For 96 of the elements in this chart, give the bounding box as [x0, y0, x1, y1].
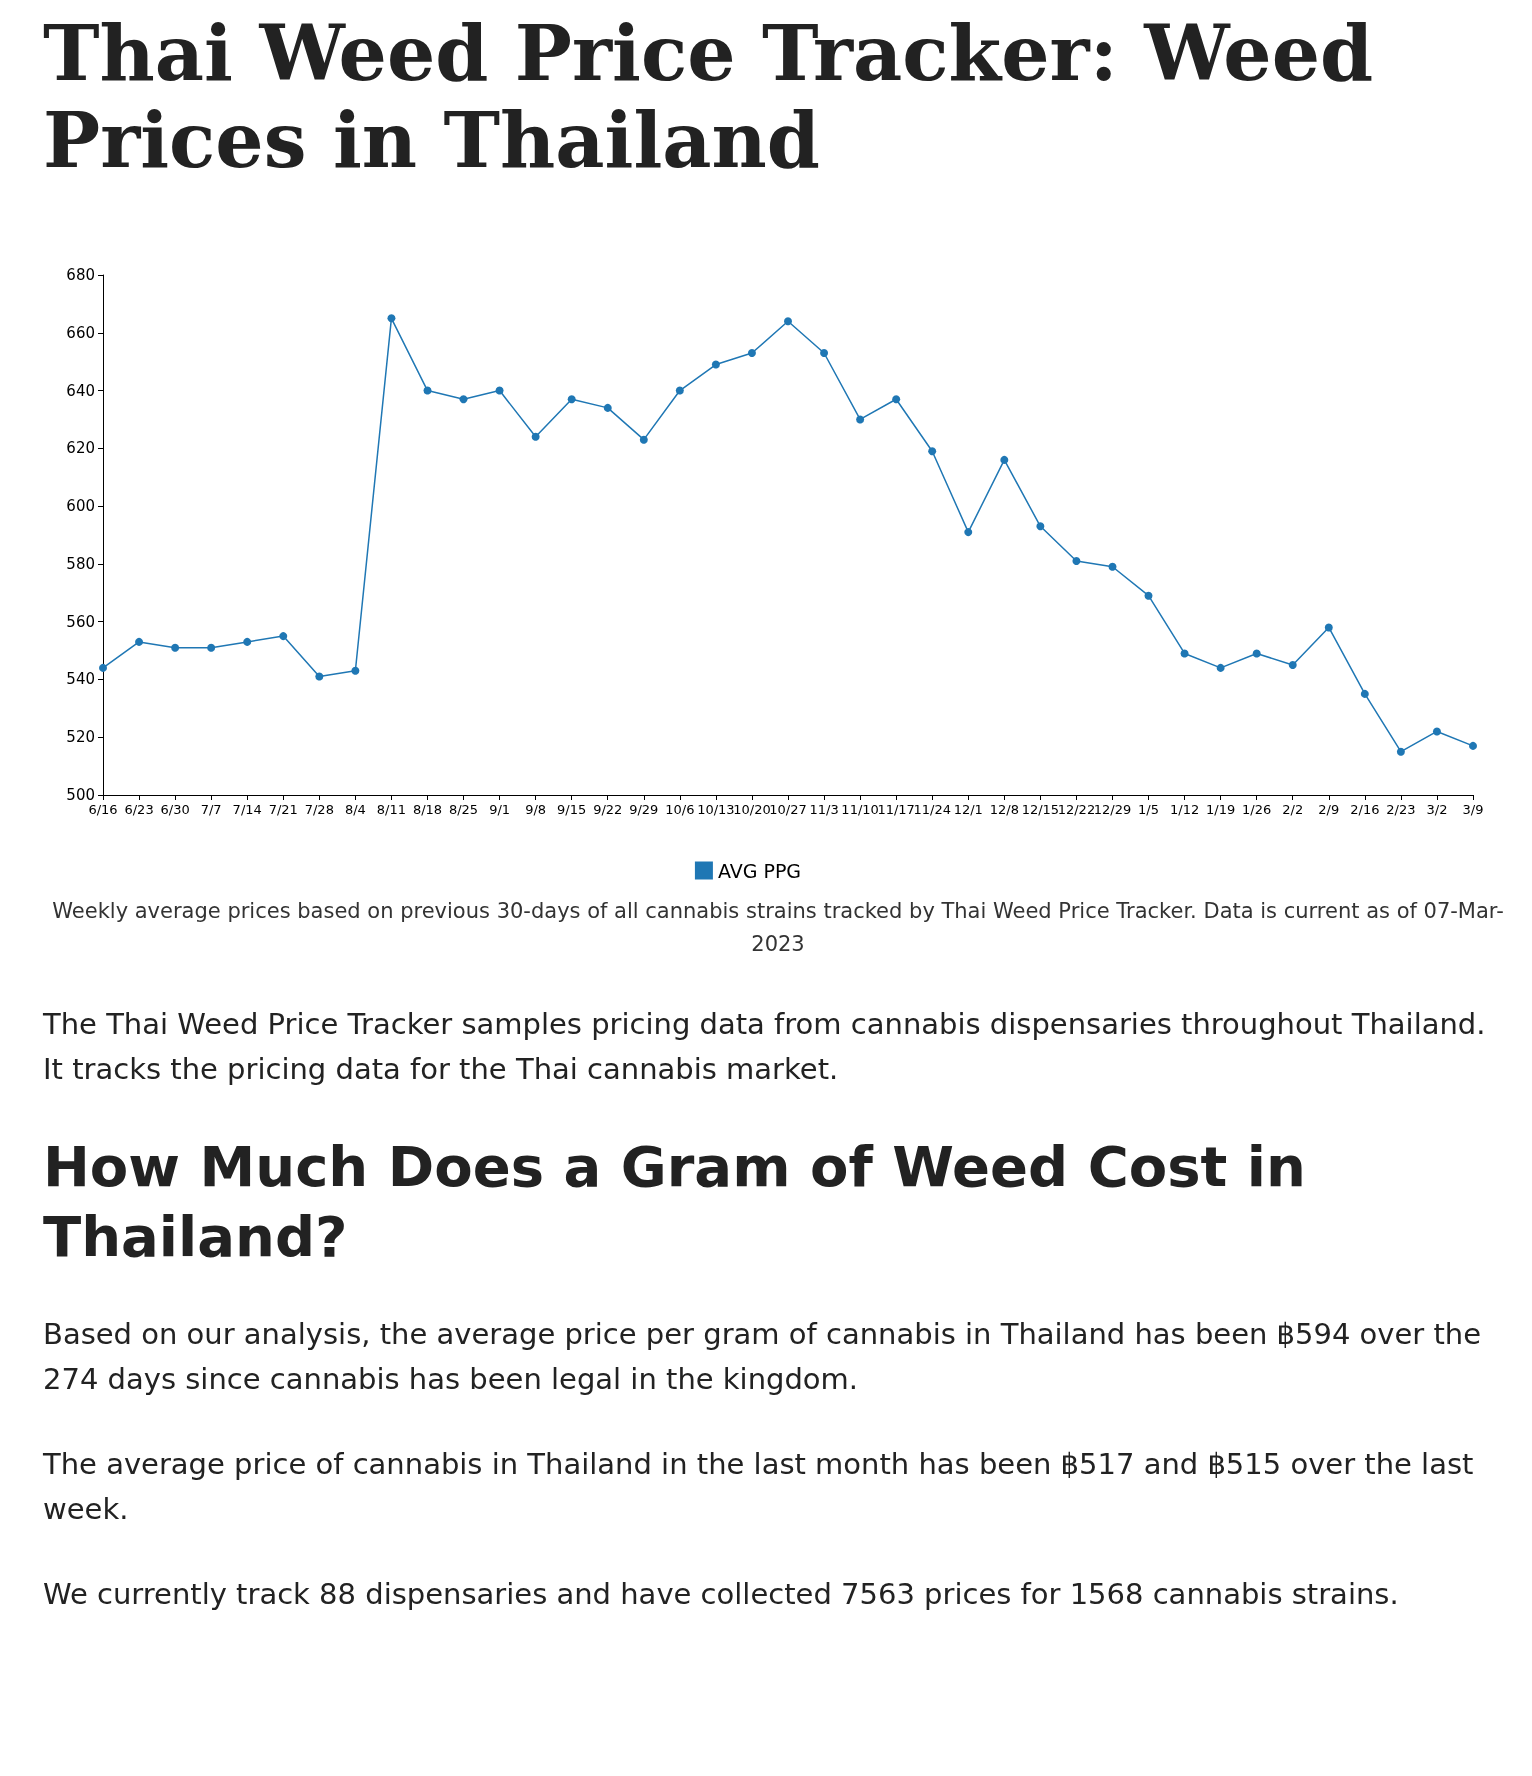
- point: [711, 360, 720, 369]
- point: [784, 317, 792, 325]
- x-tick-label: 8/18: [412, 801, 443, 817]
- x-tick-label: 6/30: [160, 801, 190, 817]
- x-tick-label: 1/5: [1138, 801, 1159, 817]
- y-tick-label: 640: [66, 381, 95, 400]
- point: [99, 663, 107, 672]
- y-tick-label: 680: [66, 265, 95, 284]
- chart-title: Thai Weed Price Tracker: Weed Prices in Thailand: [43, 9, 1375, 186]
- point: [531, 432, 540, 441]
- text: The average price of cannabis in Thailand in the last month has been ฿517 and ฿515 over the last week.: [43, 1445, 1475, 1528]
- point: [603, 403, 612, 412]
- y-tick-label: 500: [66, 785, 95, 804]
- legend-label: AVG PPG: [717, 859, 802, 882]
- x-tick-label: 9/8: [525, 801, 547, 817]
- x-tick-label: 7/21: [268, 801, 298, 817]
- x-tick-label: 3/9: [1462, 801, 1484, 817]
- x-tick-label: 9/22: [593, 801, 623, 817]
- x-tick-label: 7/14: [232, 801, 262, 817]
- point: [747, 348, 756, 357]
- point: [1036, 522, 1045, 531]
- text: Based on our analysis, the average price per gram of cannabis in Thailand has been ฿594 over the 274 days since cannabis has been legal in the kingdom.: [43, 1315, 1483, 1398]
- point: [243, 637, 252, 646]
- y-tick-label: 600: [66, 496, 95, 515]
- point: [639, 435, 648, 444]
- y-tick-label: 580: [66, 554, 95, 573]
- y-tick-label: 540: [66, 670, 95, 689]
- point: [1396, 747, 1405, 756]
- point: [892, 395, 901, 403]
- point: [1180, 649, 1189, 658]
- text: How Much Does a Gram of Weed Cost in Thailand?: [43, 1132, 1307, 1271]
- y-tick-label: 560: [66, 612, 95, 631]
- point: [1432, 727, 1441, 736]
- point: [856, 415, 865, 424]
- point: [1144, 591, 1153, 600]
- x-tick-label: 6/16: [88, 801, 118, 817]
- x-tick-label: 2/16: [1350, 801, 1380, 817]
- x-tick-label: 11/17: [877, 801, 915, 817]
- point: [1252, 649, 1261, 658]
- x-tick-label: 11/10: [841, 801, 879, 817]
- point: [387, 314, 396, 323]
- x-tick-label: 10/13: [697, 801, 735, 817]
- x-tick-label: 12/22: [1057, 801, 1096, 817]
- x-tick-label: 1/19: [1206, 801, 1236, 817]
- x-tick-label: 9/29: [629, 801, 659, 817]
- point: [171, 643, 180, 652]
- point: [423, 386, 432, 395]
- x-tick-label: 2/2: [1282, 801, 1304, 817]
- point: [207, 643, 216, 652]
- x-tick-label: 1/26: [1242, 801, 1272, 817]
- point: [1324, 623, 1333, 632]
- point: [1288, 660, 1297, 669]
- x-tick-label: 10/27: [769, 801, 807, 817]
- point: [567, 395, 576, 403]
- x-tick-label: 6/23: [124, 801, 154, 817]
- x-tick-label: 7/28: [304, 801, 334, 817]
- point: [820, 348, 829, 357]
- point: [459, 395, 468, 403]
- text: We currently track 88 dispensaries and have collected 7563 prices for 1568 cannabis strains.: [43, 1575, 1400, 1613]
- x-tick-label: 2/23: [1386, 801, 1416, 817]
- point: [1360, 689, 1369, 698]
- x-tick-label: 1/12: [1169, 801, 1200, 817]
- point: [495, 386, 504, 395]
- x-tick-label: 3/2: [1426, 801, 1448, 817]
- x-tick-label: 8/11: [376, 801, 407, 817]
- point: [1108, 562, 1117, 571]
- x-tick-label: 11/24: [913, 801, 951, 817]
- x-tick-label: 10/20: [733, 801, 771, 817]
- point: [1469, 741, 1477, 750]
- x-tick-label: 12/15: [1021, 801, 1060, 817]
- point: [351, 666, 360, 675]
- text: The Thai Weed Price Tracker samples pricing data from cannabis dispensaries throughout Thailand. It tracks the pricing data for the Thai cannabis market.: [43, 1005, 1487, 1088]
- point: [135, 637, 144, 646]
- x-tick-label: 11/3: [809, 801, 839, 817]
- point: [1216, 663, 1225, 672]
- x-tick-label: 9/1: [489, 801, 511, 817]
- text: Weekly average prices based on previous 30-days of all cannabis strains tracked by Thai Weed Price Tracker. Data is current as of 07-Mar-2023: [51, 897, 1505, 959]
- point: [1072, 556, 1081, 565]
- x-tick-label: 7/7: [200, 801, 222, 817]
- y-tick-label: 620: [66, 439, 95, 458]
- x-tick-label: 12/29: [1093, 801, 1132, 817]
- point: [1000, 455, 1009, 464]
- point: [675, 386, 684, 395]
- point: [928, 447, 937, 455]
- x-tick-label: 8/25: [448, 801, 479, 817]
- y-tick-label: 520: [66, 728, 95, 746]
- point: [279, 631, 288, 640]
- x-tick-label: 10/6: [665, 801, 695, 817]
- y-tick-label: 660: [66, 323, 95, 342]
- x-tick-label: 8/4: [344, 801, 366, 817]
- point: [964, 527, 973, 536]
- x-tick-label: 12/8: [989, 801, 1019, 817]
- point: [315, 672, 324, 681]
- x-tick-label: 9/15: [557, 801, 587, 817]
- x-tick-label: 2/9: [1318, 801, 1340, 817]
- x-tick-label: 12/1: [953, 801, 983, 817]
